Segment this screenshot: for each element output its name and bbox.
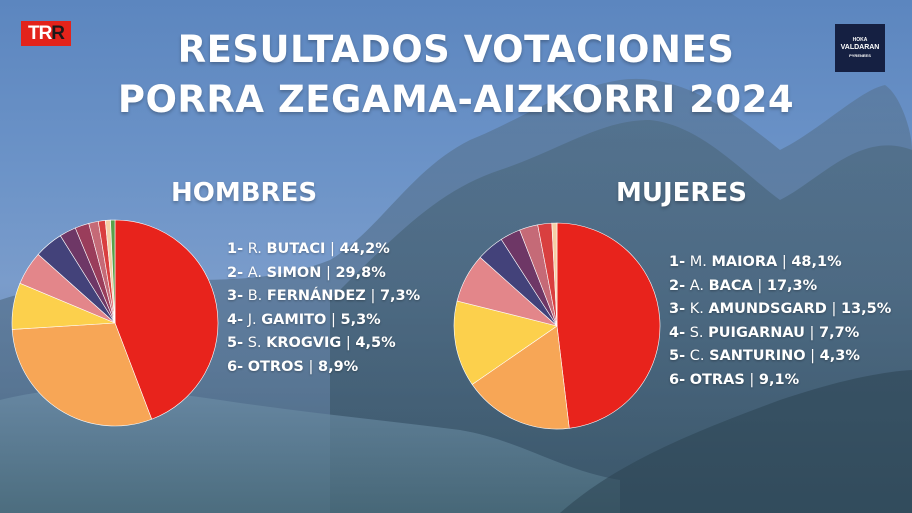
- sponsor-logo-line: PYRENEES: [849, 53, 871, 58]
- pie-slice-11: [110, 219, 116, 324]
- legend-value: 4,3%: [819, 348, 860, 364]
- legend-value: 5,3%: [340, 311, 381, 328]
- legend-entry: 1- R. BUTACI | 44,2%: [227, 238, 420, 262]
- legend-initial: S.: [689, 324, 704, 341]
- legend-rank: 1-: [669, 254, 686, 270]
- legend-separator: |: [325, 264, 331, 281]
- trr-logo: TRR: [21, 21, 71, 46]
- legend-value: 13,5%: [840, 301, 892, 317]
- legend-entry: 5- C. SANTURINO | 4,3%: [669, 345, 891, 369]
- legend-separator: |: [308, 358, 314, 375]
- legend-value: 8,9%: [317, 358, 359, 375]
- legend-entry: 6- OTRAS | 9,1%: [669, 369, 891, 393]
- legend-value: 48,1%: [791, 254, 842, 270]
- legend-separator: |: [831, 301, 837, 317]
- legend-name: FERNÁNDEZ: [266, 288, 366, 304]
- legend-name: GAMITO: [261, 311, 327, 328]
- legend-initial: A.: [247, 264, 262, 281]
- legend-name: MAIORA: [711, 254, 778, 270]
- legend-name: OTRAS: [689, 371, 745, 388]
- legend-name: BUTACI: [266, 241, 326, 257]
- legend-rank: 5-: [227, 335, 244, 351]
- legend-initial: S.: [247, 335, 262, 351]
- legend-name: BACA: [708, 277, 753, 294]
- legend-separator: |: [810, 348, 816, 364]
- legend-initial: C.: [689, 348, 705, 364]
- legend-mujeres: 1- M. MAIORA | 48,1% 2- A. BACA | 17,3% 3-…: [669, 251, 891, 392]
- legend-separator: |: [757, 277, 763, 294]
- pie-slice-1: [556, 222, 661, 429]
- pie-slice-2: [11, 322, 153, 427]
- legend-value: 7,7%: [819, 324, 860, 341]
- legend-name: SIMON: [266, 264, 322, 281]
- legend-value: 7,3%: [379, 288, 421, 304]
- legend-name: KROGVIG: [266, 335, 342, 351]
- legend-separator: |: [809, 324, 815, 341]
- legend-entry: 4- J. GAMITO | 5,3%: [227, 309, 420, 333]
- chart-title-mujeres: MUJERES: [616, 178, 747, 208]
- legend-initial: B.: [247, 288, 263, 304]
- legend-entry: 3- B. FERNÁNDEZ | 7,3%: [227, 285, 420, 309]
- legend-rank: 4-: [227, 311, 244, 328]
- pie-slice-3: [453, 300, 558, 385]
- legend-rank: 5-: [669, 348, 686, 364]
- legend-rank: 4-: [669, 324, 686, 341]
- legend-separator: |: [329, 241, 335, 257]
- legend-rank: 3-: [669, 301, 686, 317]
- chart-title-hombres: HOMBRES: [171, 178, 318, 208]
- pie-slice-9: [551, 222, 558, 327]
- legend-value: 9,1%: [758, 371, 800, 388]
- pie-chart-mujeres: [453, 222, 661, 430]
- legend-name: OTROS: [247, 358, 304, 375]
- legend-rank: 6-: [227, 358, 244, 375]
- page-title-line-2: PORRA ZEGAMA-AIZKORRI 2024: [117, 78, 795, 121]
- legend-value: 44,2%: [339, 241, 390, 257]
- legend-name: SANTURINO: [709, 348, 806, 364]
- legend-separator: |: [370, 288, 376, 304]
- legend-entry: 2- A. BACA | 17,3%: [669, 275, 891, 299]
- pie-chart-hombres: [11, 219, 219, 427]
- legend-separator: |: [331, 311, 336, 328]
- sponsor-logo-line: HOKA: [852, 37, 868, 43]
- legend-entry: 4- S. PUIGARNAU | 7,7%: [669, 322, 891, 346]
- legend-initial: A.: [689, 277, 704, 294]
- legend-entry: 5- S. KROGVIG | 4,5%: [227, 332, 420, 356]
- legend-separator: |: [781, 254, 787, 270]
- legend-name: AMUNDSGARD: [708, 301, 827, 317]
- legend-name: PUIGARNAU: [708, 324, 805, 341]
- legend-initial: M.: [689, 254, 707, 270]
- page-title-line-1: RESULTADOS VOTACIONES: [177, 28, 735, 71]
- legend-rank: 1-: [227, 241, 244, 257]
- legend-entry: 6- OTROS | 8,9%: [227, 356, 420, 380]
- legend-rank: 2-: [227, 264, 244, 281]
- legend-entry: 1- M. MAIORA | 48,1%: [669, 251, 891, 275]
- sponsor-logo-line: VALDARAN: [840, 44, 880, 51]
- legend-entry: 2- A. SIMON | 29,8%: [227, 262, 420, 286]
- legend-value: 4,5%: [355, 335, 396, 351]
- legend-separator: |: [345, 335, 351, 351]
- legend-value: 17,3%: [766, 277, 818, 294]
- legend-rank: 3-: [227, 288, 244, 304]
- sponsor-logo: HOKA VALDARAN PYRENEES: [835, 24, 885, 72]
- legend-initial: K.: [689, 301, 704, 317]
- legend-separator: |: [749, 371, 755, 388]
- legend-rank: 6-: [669, 371, 686, 388]
- pie-slice-1: [114, 219, 219, 420]
- legend-rank: 2-: [669, 277, 686, 294]
- legend-value: 29,8%: [335, 264, 386, 281]
- legend-initial: R.: [247, 241, 262, 257]
- pie-slice-2: [471, 325, 570, 430]
- logo-text: R: [51, 23, 65, 44]
- logo-text: TR: [27, 23, 52, 44]
- legend-hombres: 1- R. BUTACI | 44,2% 2- A. SIMON | 29,8% 3…: [227, 238, 420, 379]
- legend-initial: J.: [247, 311, 257, 328]
- legend-entry: 3- K. AMUNDSGARD | 13,5%: [669, 298, 891, 322]
